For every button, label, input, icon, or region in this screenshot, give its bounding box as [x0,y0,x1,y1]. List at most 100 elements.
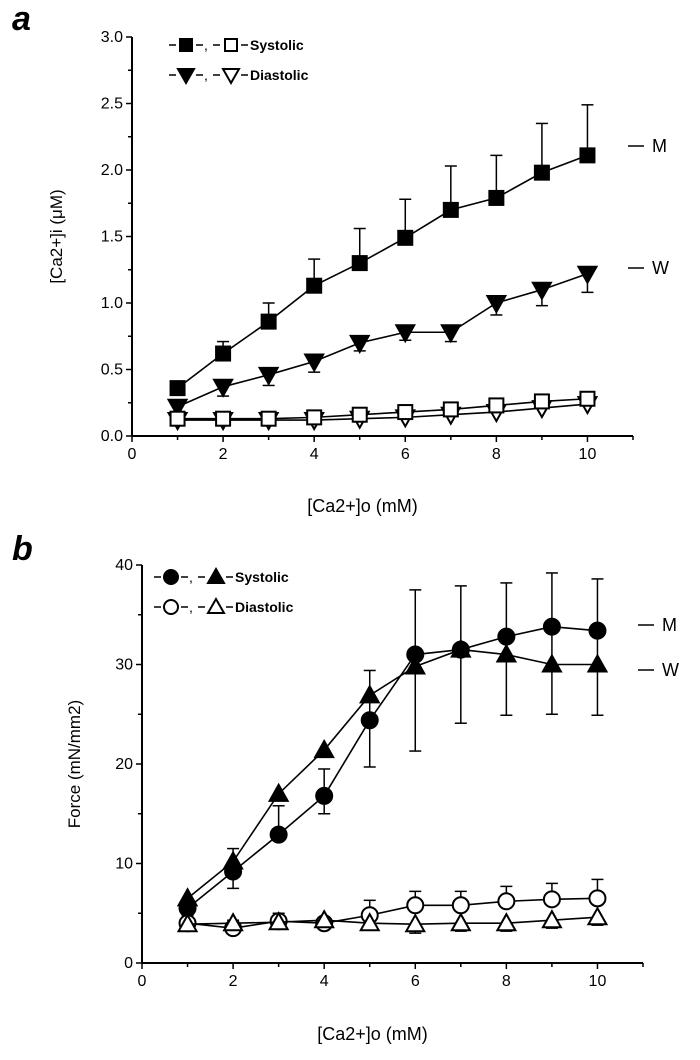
data-point [488,189,505,206]
data-point [488,397,505,414]
data-point [442,201,459,218]
data-point [306,277,323,294]
y-tick-label: 20 [115,756,133,773]
data-point [359,912,381,932]
data-point [542,617,561,636]
y-tick-label: 0.5 [101,362,123,379]
data-point [404,655,426,675]
data-point [222,850,244,870]
data-point [360,711,379,730]
data-point [313,909,335,929]
series-line [187,916,598,925]
data-point [257,366,280,386]
legend-marker [179,38,193,52]
series-triangle-down-filled [166,265,599,418]
data-point [397,404,414,421]
x-tick-label: 2 [219,446,228,463]
data-point [442,401,459,418]
legend-marker [206,596,226,614]
legend-comma: , [204,67,208,83]
series-triangle-up-filled [176,638,609,907]
legend-marker [206,566,226,584]
data-point [451,896,470,915]
legend-entry: Diastolic [235,599,294,615]
data-point [579,390,596,407]
x-tick-label: 2 [229,973,238,990]
panel-letter: a [12,0,31,38]
legend-comma: , [204,37,208,53]
data-point [313,739,335,759]
y-axis-label: [Ca2+]i (μM) [47,189,66,283]
series-circle-filled [178,572,607,918]
series-line [177,397,588,420]
legend-comma: , [189,569,193,585]
legend-marker [163,569,179,585]
legend: , Systolic, Diastolic [169,37,309,86]
x-tick-label: 10 [579,446,597,463]
data-point [586,653,609,673]
data-point [541,653,563,673]
series-square-open [169,390,596,427]
legend-marker [176,68,196,86]
x-tick-label: 0 [138,973,147,990]
data-point [450,912,472,932]
y-tick-label: 0.0 [101,428,123,445]
series-line [187,648,598,899]
y-tick-label: 1.5 [101,229,123,246]
legend-marker [224,38,238,52]
data-point [440,324,462,344]
data-point [176,913,199,933]
data-point [166,398,189,418]
y-tick-label: 2.0 [101,162,123,179]
data-point [260,313,277,330]
panel-b: b 0 2 4 6 8 10 0 10 20 30 40 [Ca2+]o (mM) Force (mN/m… [12,530,679,1044]
line-label: M [662,615,677,635]
data-point [306,409,323,426]
data-point [269,825,288,844]
line-label: W [652,258,669,278]
y-tick-label: 0 [124,955,133,972]
series-line [177,403,588,421]
series-line [177,272,588,408]
data-point [533,393,550,410]
legend-entry: Systolic [235,569,289,585]
data-point [303,353,325,373]
y-axis-label: Force (mN/mm2) [65,700,84,828]
data-point [497,627,516,646]
y-tick-label: 40 [115,557,133,574]
data-point [533,164,550,181]
data-point [586,906,609,926]
data-point [212,378,234,398]
data-point [169,380,186,397]
data-point [359,684,381,704]
data-point [222,912,244,932]
series-line [177,154,588,389]
data-point [406,896,425,915]
line-label: W [662,660,679,680]
series-square-filled [169,104,596,397]
legend: , Systolic, Diastolic [154,566,294,615]
data-point [495,643,518,663]
data-point [531,281,553,301]
data-point [176,887,199,907]
x-tick-label: 6 [401,446,410,463]
data-point [541,909,563,929]
x-tick-label: 0 [128,446,137,463]
data-point [267,911,290,931]
data-point [267,782,290,802]
series-line [187,897,598,929]
y-tick-label: 10 [115,856,133,873]
data-point [215,410,232,427]
data-point [497,892,516,911]
data-point [450,638,472,658]
series-triangle-up-open [176,906,609,934]
y-tick-label: 1.0 [101,295,123,312]
y-tick-label: 3.0 [101,29,123,46]
panel-a: a 0 2 4 6 8 10 0.0 0.5 1.0 1.5 2.0 2.5 3.0 [Ca2+]o (mM… [12,0,669,516]
legend-marker [163,599,179,615]
legend-comma: , [189,599,193,615]
x-tick-label: 4 [310,446,319,463]
data-point [576,265,599,285]
x-tick-label: 10 [589,973,607,990]
